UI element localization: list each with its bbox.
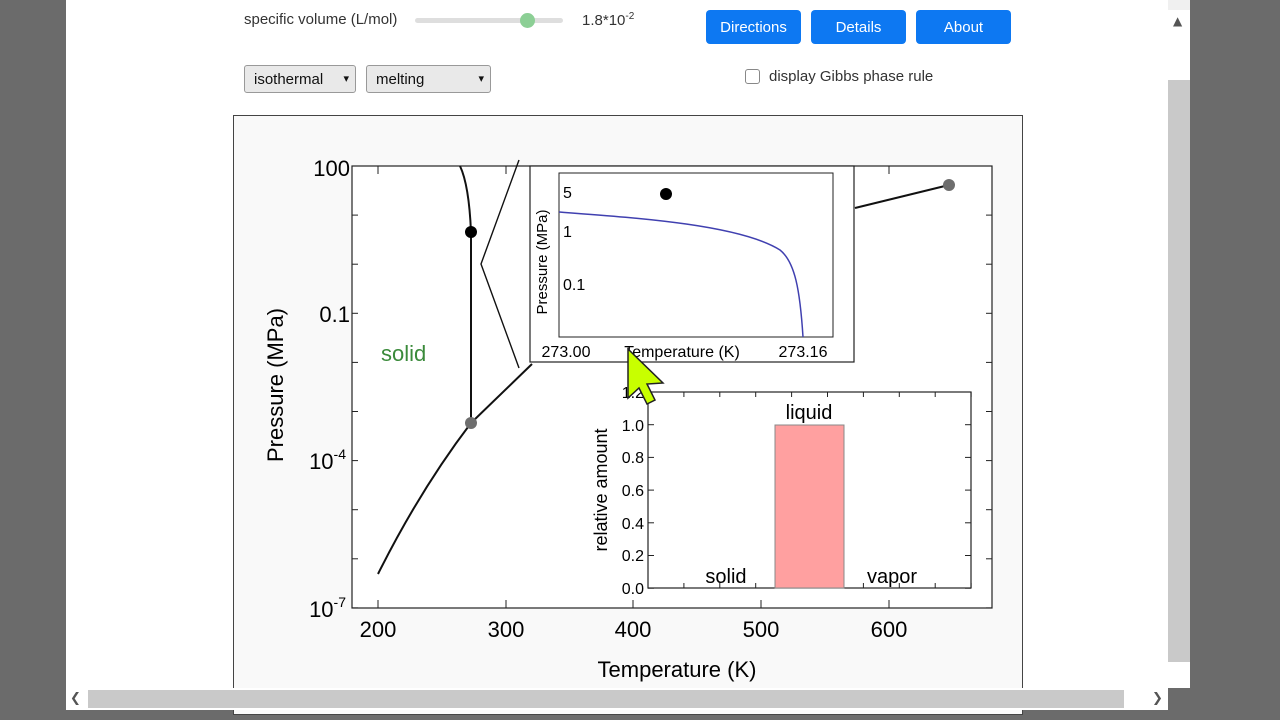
main-x-tick-2: 400 — [615, 617, 652, 642]
bar-y-tick-3: 0.6 — [622, 483, 644, 500]
inset-plot-frame — [529, 165, 855, 363]
inset-y-tick-2: 0.1 — [563, 277, 585, 294]
slider-value: 1.8*10-2 — [582, 11, 635, 29]
bar-y-tick-4: 0.4 — [622, 516, 644, 533]
bar-y-tick-2: 0.8 — [622, 450, 644, 467]
scroll-up-icon[interactable]: ▲ — [1173, 14, 1183, 28]
process-select-value: isothermal — [254, 70, 324, 88]
inset-axes — [558, 172, 834, 338]
transition-select-value: melting — [376, 70, 425, 88]
bar-y-tick-1: 1.0 — [622, 418, 644, 435]
main-x-tick-0: 200 — [360, 617, 397, 642]
bar-label-solid: solid — [705, 566, 746, 588]
vaporization-curve-upper — [854, 184, 950, 209]
triple-point-marker — [465, 417, 477, 429]
inset-state-point — [660, 188, 672, 200]
bar-label-liquid: liquid — [786, 402, 833, 424]
main-y-tick-1: 0.1 — [319, 302, 350, 327]
main-x-tick-1: 300 — [488, 617, 525, 642]
scroll-right-icon[interactable]: ❯ — [1152, 691, 1163, 706]
scroll-left-icon[interactable]: ❮ — [70, 691, 81, 706]
inset-x-tick-1: 273.16 — [779, 344, 828, 361]
main-y-label: Pressure (MPa) — [263, 308, 288, 462]
directions-button[interactable]: Directions — [706, 10, 801, 44]
bar-y-tick-5: 0.2 — [622, 548, 644, 565]
process-select[interactable]: isothermal ▾ — [244, 65, 356, 93]
bar-label-vapor: vapor — [867, 566, 917, 588]
main-x-tick-3: 500 — [743, 617, 780, 642]
main-y-tick-2: 10-4 — [309, 446, 346, 474]
state-point-marker[interactable] — [465, 226, 477, 238]
bar-ticks — [647, 391, 972, 589]
inset-x-tick-0: 273.00 — [542, 344, 591, 361]
inset-y-tick-0: 5 — [563, 185, 572, 202]
gibbs-checkbox[interactable] — [745, 69, 760, 84]
transition-select[interactable]: melting ▾ — [366, 65, 491, 93]
details-button[interactable]: Details — [811, 10, 906, 44]
specific-volume-slider[interactable] — [415, 13, 563, 28]
vaporization-curve-lower — [470, 363, 533, 424]
vertical-scrollbar[interactable]: ▲ — [1168, 10, 1190, 688]
zoom-connector — [480, 159, 520, 369]
mouse-cursor-icon — [627, 347, 665, 406]
chevron-down-icon: ▾ — [343, 72, 349, 85]
main-y-tick-3: 10-7 — [309, 594, 346, 622]
horizontal-scrollbar[interactable]: ❮ ❯ — [66, 688, 1168, 710]
main-x-tick-4: 600 — [871, 617, 908, 642]
about-button[interactable]: About — [916, 10, 1011, 44]
chevron-down-icon: ▾ — [478, 72, 484, 85]
horizontal-scroll-thumb[interactable] — [88, 690, 1124, 708]
inset-y-label: Pressure (MPa) — [534, 209, 551, 314]
sublimation-curve — [377, 422, 472, 575]
slider-knob[interactable] — [520, 13, 535, 28]
bar-y-tick-6: 0.0 — [622, 581, 644, 598]
solid-region-label: solid — [381, 341, 426, 366]
inset-x-label: Temperature (K) — [624, 344, 740, 361]
slider-label: specific volume (L/mol) — [244, 11, 398, 28]
bar-y-label: relative amount — [591, 428, 611, 551]
inset-melting-curve — [558, 211, 804, 338]
inset-y-tick-1: 1 — [563, 224, 572, 241]
main-x-label: Temperature (K) — [598, 657, 757, 682]
critical-point-marker — [943, 179, 955, 191]
liquid-bar — [774, 424, 845, 589]
main-y-tick-0: 100 — [313, 156, 350, 181]
gibbs-checkbox-label[interactable]: display Gibbs phase rule — [769, 68, 934, 85]
vertical-scroll-thumb[interactable] — [1168, 80, 1190, 662]
